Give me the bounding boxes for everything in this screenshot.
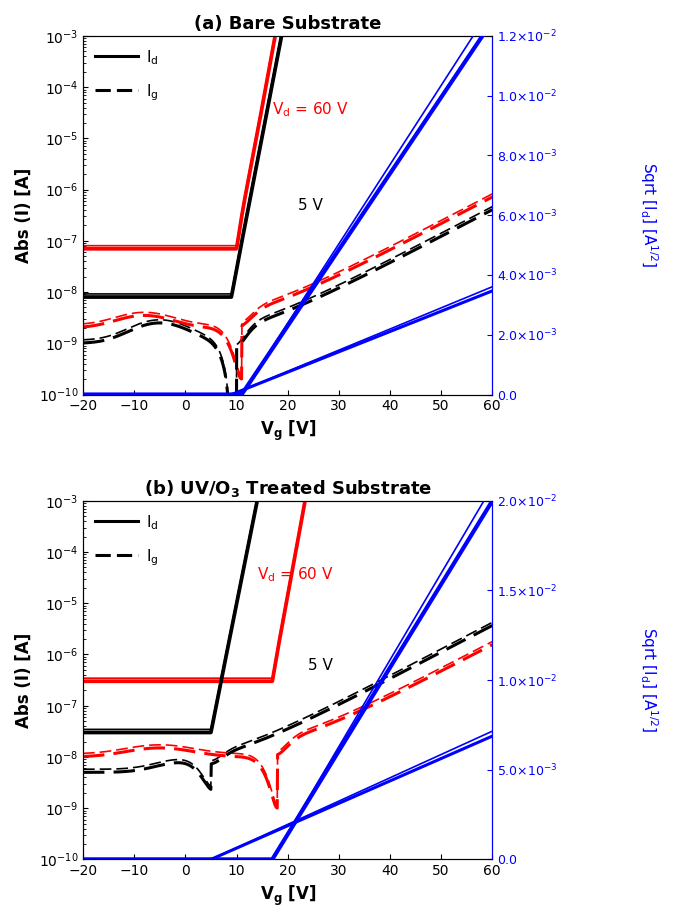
Legend: $I_d$, $I_g$: $I_d$, $I_g$ <box>90 509 163 572</box>
Title: (a) Bare Substrate: (a) Bare Substrate <box>194 15 381 33</box>
X-axis label: V$_g$ [V]: V$_g$ [V] <box>260 419 316 443</box>
Text: 5 V: 5 V <box>308 658 333 673</box>
Text: V$_d$ = 60 V: V$_d$ = 60 V <box>257 565 334 583</box>
Legend: $I_d$, $I_g$: $I_d$, $I_g$ <box>90 43 163 107</box>
Y-axis label: Sqrt [$I_d$] [$A^{1/2}$]: Sqrt [$I_d$] [$A^{1/2}$] <box>639 628 660 733</box>
Y-axis label: Abs (I) [A]: Abs (I) [A] <box>15 632 33 727</box>
Y-axis label: Abs (I) [A]: Abs (I) [A] <box>15 168 33 263</box>
Y-axis label: Sqrt [$I_d$] [$A^{1/2}$]: Sqrt [$I_d$] [$A^{1/2}$] <box>639 162 660 268</box>
Title: (b) UV/O$_3$ Treated Substrate: (b) UV/O$_3$ Treated Substrate <box>144 478 432 498</box>
Text: V$_d$ = 60 V: V$_d$ = 60 V <box>272 100 349 119</box>
X-axis label: V$_g$ [V]: V$_g$ [V] <box>260 884 316 908</box>
Text: 5 V: 5 V <box>298 198 323 213</box>
